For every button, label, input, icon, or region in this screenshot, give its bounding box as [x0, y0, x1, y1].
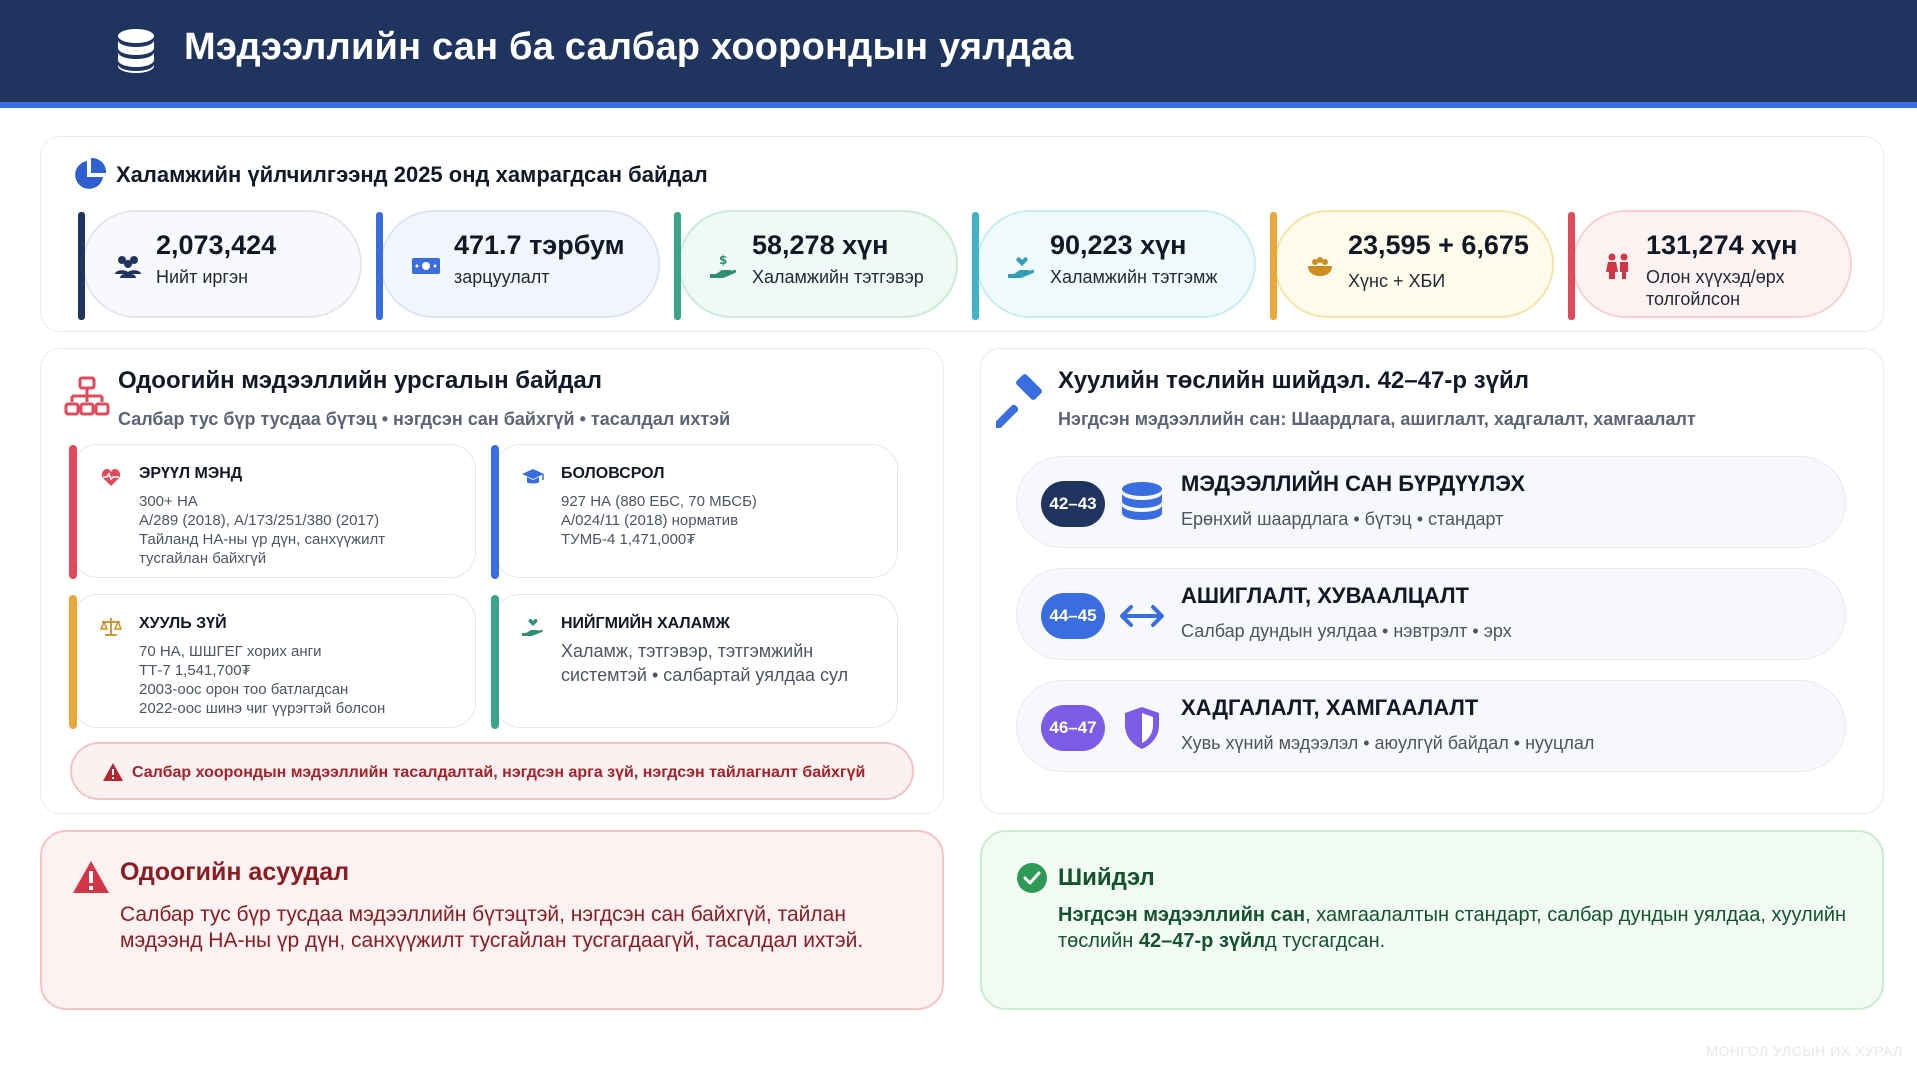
watermark: МОНГОЛ УЛСЫН ИХ ХУРАЛ: [1706, 1043, 1903, 1059]
stat-pension: $ 58,278 хүн Халамжийн тэтгэвэр: [674, 210, 958, 320]
food-bowl-icon: [1308, 257, 1332, 276]
arrows-horizontal-icon: [1120, 605, 1164, 627]
pie-chart-icon: [75, 158, 106, 189]
gavel-icon: [996, 374, 1042, 428]
solution-box: Шийдэл Нэгдсэн мэдээллийн сан, хамгаалал…: [980, 830, 1884, 1010]
law-item-database: 42–43 МЭДЭЭЛЛИЙН САН БҮРДҮҮЛЭХ Ерөнхий ш…: [1016, 456, 1846, 548]
hand-heart-icon: [522, 619, 543, 636]
hand-coin-icon: $: [710, 253, 737, 278]
current-flow-title: Одоогийн мэдээллийн урсгалын байдал: [118, 367, 603, 394]
current-flow-panel: [40, 348, 944, 814]
database-icon: [1122, 482, 1162, 520]
warning-icon: [73, 861, 109, 893]
page-header: Мэдээллийн сан ба салбар хоорондын уялда…: [0, 0, 1917, 108]
stat-allowance: 90,223 хүн Халамжийн тэтгэмж: [972, 210, 1256, 320]
heartbeat-icon: [101, 469, 121, 486]
money-icon: [412, 258, 440, 274]
stat-spending: 471.7 тэрбум зарцуулалт: [376, 210, 660, 320]
stat-citizens: 2,073,424 Нийт иргэн: [78, 210, 362, 320]
current-flow-subtitle: Салбар тус бүр тусдаа бүтэц • нэгдсэн са…: [118, 409, 731, 429]
law-title: Хуулийн төслийн шийдэл. 42–47-р зүйл: [1058, 367, 1529, 394]
shield-icon: [1125, 707, 1159, 749]
users-icon: [115, 256, 141, 278]
check-circle-icon: [1017, 863, 1047, 893]
graduation-cap-icon: [522, 469, 544, 484]
card-social-welfare: НИЙГМИЙН ХАЛАМЖ Халамж, тэтгэвэр, тэтгэм…: [491, 594, 898, 729]
flow-warning: Салбар хоорондын мэдээллийн тасалдалтай,…: [70, 742, 914, 800]
card-education: БОЛОВСРОЛ 927 НА (880 ЕБС, 70 МБСБ) А/02…: [491, 444, 898, 579]
solution-body: Нэгдсэн мэдээллийн сан, хамгаалалтын ста…: [1058, 904, 1847, 952]
problem-box: Одоогийн асуудал Салбар тус бүр тусдаа м…: [40, 830, 944, 1010]
stat-families: 131,274 хүн Олон хүүхэд/өрх толгойлсон: [1568, 210, 1852, 320]
coverage-title: Халамжийн үйлчилгээнд 2025 онд хамрагдса…: [72, 158, 708, 192]
law-subtitle: Нэгдсэн мэдээллийн сан: Шаардлага, ашигл…: [1058, 409, 1696, 429]
stat-food: 23,595 + 6,675 Хүнс + ХБИ: [1270, 210, 1554, 320]
database-icon: [118, 29, 154, 73]
card-health: ЭРҮҮЛ МЭНД 300+ НА А/289 (2018), А/173/2…: [69, 444, 476, 579]
svg-text:$: $: [719, 253, 727, 267]
law-item-sharing: 44–45 АШИГЛАЛТ, ХУВААЛЦАЛТ Салбар дундын…: [1016, 568, 1846, 660]
warning-icon: [103, 763, 123, 781]
scales-icon: [99, 618, 123, 636]
card-justice: ХУУЛЬ ЗҮЙ 70 НА, ШШГЕГ хорих анги ТТ-7 1…: [69, 594, 476, 729]
sitemap-icon: [64, 376, 110, 416]
page-title: Мэдээллийн сан ба салбар хоорондын уялда…: [184, 26, 1074, 68]
law-item-protection: 46–47 ХАДГАЛАЛТ, ХАМГААЛАЛТ Хувь хүний м…: [1016, 680, 1846, 772]
hand-heart-icon: [1008, 257, 1035, 278]
children-icon: [1606, 253, 1628, 279]
